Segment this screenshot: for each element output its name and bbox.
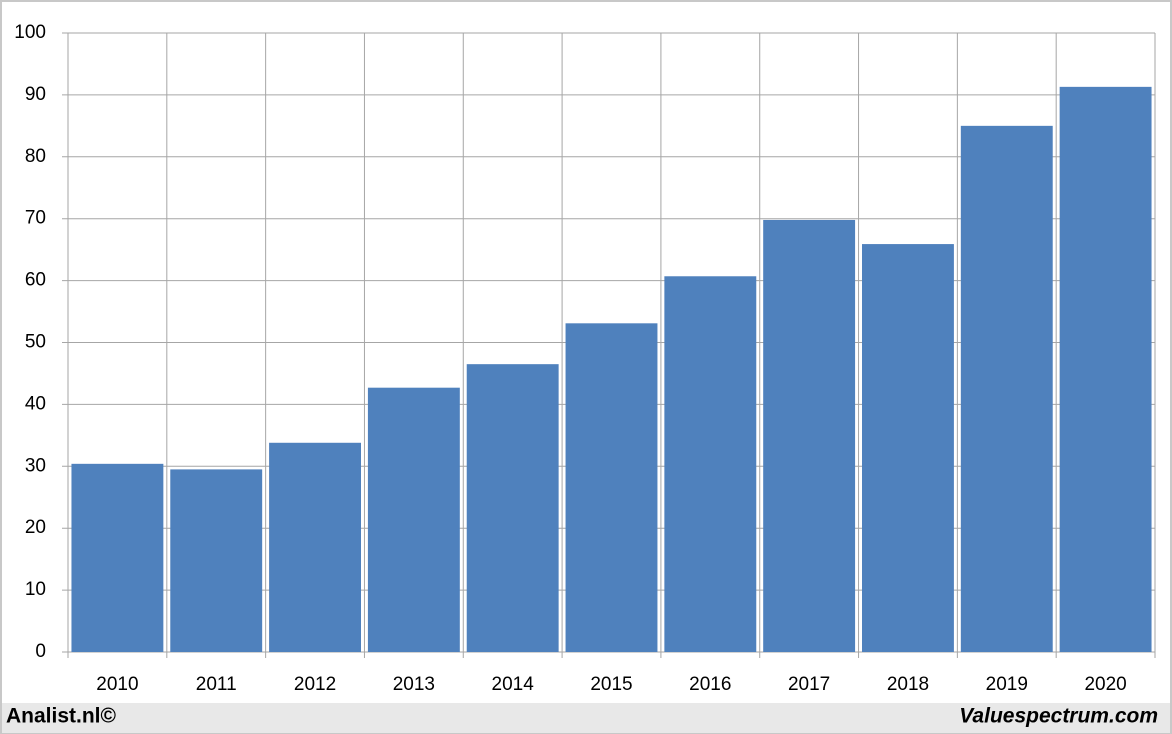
bar [565,323,658,652]
bar [170,469,263,652]
y-tick-label: 30 [25,455,46,476]
bar [269,442,361,652]
y-tick-label: 70 [25,208,46,229]
y-tick-label: 60 [25,270,46,291]
x-tick-label: 2016 [689,674,731,695]
bar [763,219,856,653]
y-tick-label: 40 [25,393,46,414]
x-tick-label: 2017 [788,674,830,695]
y-tick-label: 0 [35,641,46,662]
bar [367,387,460,652]
x-tick-label: 2014 [492,674,535,695]
bar [862,244,954,653]
y-tick-label: 80 [25,146,46,167]
y-tick-label: 90 [25,84,46,105]
footer-right: Valuespectrum.com [959,705,1158,728]
x-tick-label: 2018 [887,674,929,695]
x-tick-label: 2015 [590,674,632,695]
y-tick-label: 50 [25,332,46,353]
x-tick-label: 2011 [196,674,237,695]
x-tick-label: 2019 [986,674,1028,695]
bar [466,364,559,652]
y-tick-label: 100 [14,22,46,43]
footer-bar [2,703,1170,733]
y-tick-label: 10 [25,579,46,600]
bar [71,463,164,652]
x-tick-label: 2012 [294,674,336,695]
x-tick-label: 2010 [96,674,138,695]
bar [960,125,1053,653]
x-tick-label: 2020 [1084,674,1126,695]
y-tick-label: 20 [25,517,46,538]
x-tick-label: 2013 [393,674,435,695]
footer-left: Analist.nl© [6,705,117,728]
bar [1059,86,1152,652]
bar [664,276,757,652]
